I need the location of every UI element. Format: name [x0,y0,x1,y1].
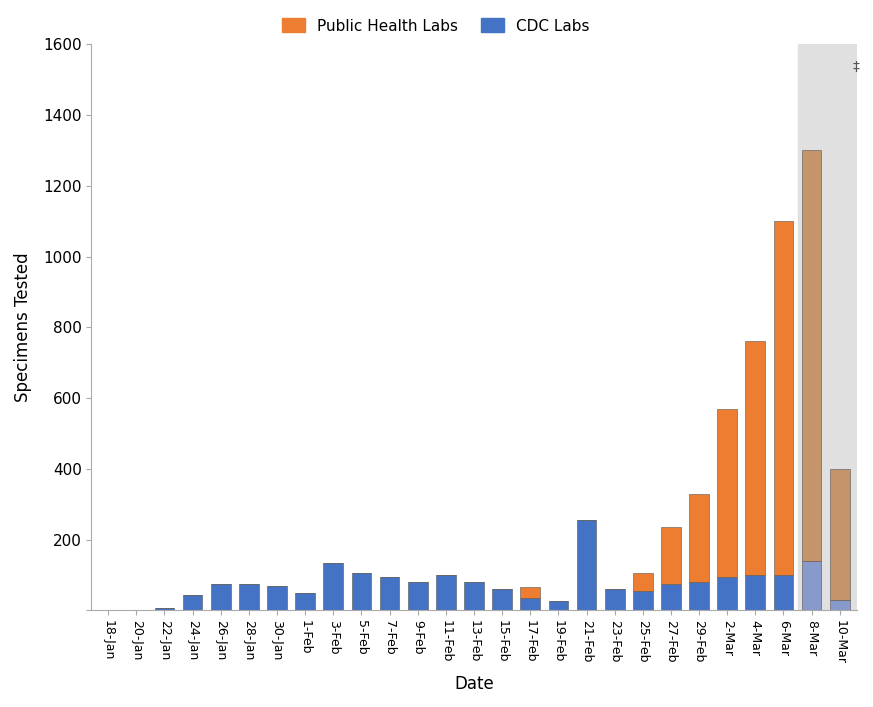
Bar [718,409,737,577]
Bar [267,585,287,610]
Bar [801,561,821,610]
Bar [633,573,653,591]
Bar [548,602,568,610]
Bar [352,573,371,610]
Bar [830,600,849,610]
Bar [211,584,230,610]
X-axis label: Date: Date [454,675,494,693]
Bar [520,588,540,598]
Bar [605,589,624,610]
Legend: Public Health Labs, CDC Labs: Public Health Labs, CDC Labs [276,13,595,40]
Bar [773,575,794,610]
Text: ‡: ‡ [853,60,859,74]
Bar [295,592,315,610]
Bar [520,598,540,610]
Bar [577,520,596,610]
Bar [746,575,765,610]
Bar [801,151,821,561]
Bar [127,609,146,610]
Bar [99,609,118,610]
Bar [661,527,681,584]
Bar [633,591,653,610]
Bar [661,584,681,610]
Bar [464,582,484,610]
Bar [689,582,709,610]
Bar [746,341,765,575]
Y-axis label: Specimens Tested: Specimens Tested [14,252,32,402]
Bar [408,582,428,610]
Bar [492,589,512,610]
Bar [689,493,709,582]
Bar [718,577,737,610]
Bar [239,584,258,610]
Bar [380,577,400,610]
Bar [773,221,794,575]
Bar [798,45,856,610]
Bar [436,575,456,610]
Bar [182,595,203,610]
Bar [324,563,343,610]
Bar [155,608,175,610]
Bar [830,469,849,600]
